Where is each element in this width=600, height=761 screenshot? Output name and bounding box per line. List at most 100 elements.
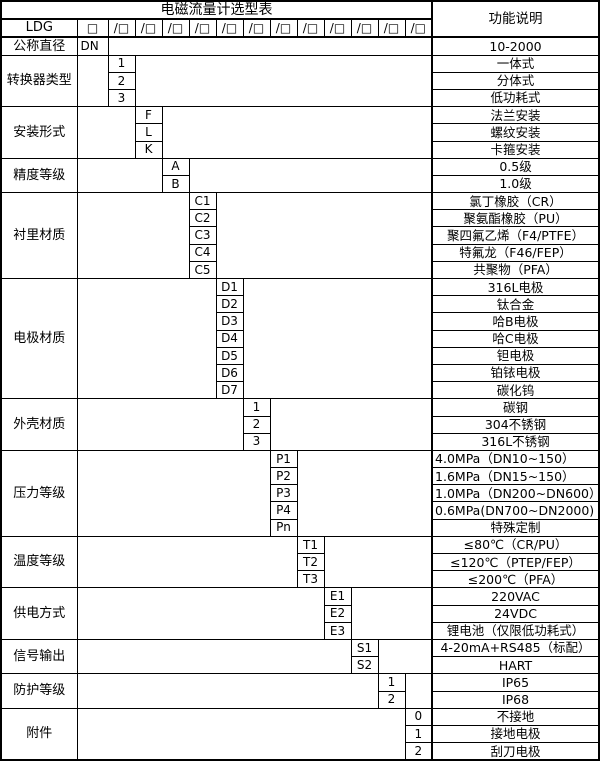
code-D4: D4 [215, 329, 244, 348]
row-temperature-T1: 温度等级 T1 ≤80℃（CR/PU） [0, 535, 600, 589]
desc-E1: 220VAC [431, 587, 600, 606]
row-temperature-T2: T2 ≤120℃（PTEP/FEP） [1, 552, 600, 572]
row-pressure-Pn: Pn 特殊定制 [1, 518, 600, 537]
desc-T2: ≤120℃（PTEP/FEP） [431, 552, 600, 572]
empty-cell [76, 398, 244, 451]
code-converter-3: 3 [107, 88, 136, 108]
category-label-protection-rating: 防护等级 [0, 673, 78, 709]
title-row: 电磁流量计选型表 功能说明 [0, 0, 600, 39]
empty-cell [107, 36, 433, 56]
desc-P3: 1.0MPa（DN200~DN600） [431, 484, 600, 503]
code-P1: P1 [269, 449, 298, 469]
empty-cell [161, 106, 433, 159]
desc-converter-3: 低功耗式 [431, 88, 600, 108]
code-slot-5: /□ [215, 18, 244, 39]
code-L: L [134, 123, 163, 142]
desc-D1: 316L电极 [431, 277, 600, 297]
desc-housing-1: 碳钢 [431, 398, 600, 417]
code-D2: D2 [215, 295, 244, 314]
row-electrode-D5: D5 钽电极 [1, 346, 600, 365]
desc-D5: 钽电极 [431, 346, 600, 365]
code-slot-1: /□ [107, 18, 136, 39]
desc-D2: 钛合金 [431, 295, 600, 314]
row-pressure-P3: P3 1.0MPa（DN200~DN600） [1, 484, 600, 503]
desc-E3: 锂电池（仅限低功耗式） [431, 621, 600, 640]
desc-P2: 1.6MPa（DN15~150） [431, 467, 600, 486]
empty-cell [76, 587, 325, 640]
row-lining-C3: C3 聚四氟乙烯（F4/PTFE） [1, 226, 600, 245]
category-label-signal-output: 信号输出 [0, 638, 78, 675]
desc-A: 0.5级 [431, 157, 600, 176]
empty-cell [350, 587, 433, 640]
empty-cell [76, 638, 352, 675]
code-P4: P4 [269, 501, 298, 520]
row-power-E1: 供电方式 E1 220VAC [0, 587, 600, 640]
row-pressure-P2: P2 1.6MPa（DN15~150） [1, 467, 600, 486]
desc-B: 1.0级 [431, 174, 600, 194]
row-accessory-0: 附件 0 不接地 [0, 707, 600, 761]
desc-C2: 聚氨酯橡胶（PU） [431, 209, 600, 228]
code-slot-6: /□ [242, 18, 271, 39]
desc-S2: HART [431, 656, 600, 675]
empty-cell [188, 157, 433, 194]
category-label-accuracy-class: 精度等级 [0, 157, 78, 194]
desc-K: 卡箍安装 [431, 140, 600, 159]
empty-cell [296, 449, 433, 537]
empty-cell [134, 54, 433, 108]
code-D6: D6 [215, 363, 244, 383]
code-acc-0: 0 [404, 707, 433, 726]
empty-cell [76, 449, 271, 537]
code-D3: D3 [215, 312, 244, 331]
code-C1: C1 [188, 192, 217, 211]
function-column-header: 功能说明 [431, 0, 600, 39]
row-temperature-T3: T3 ≤200℃（PFA） [1, 570, 600, 589]
empty-cell [76, 157, 163, 194]
row-converter-1: 转换器类型 1 一体式 [0, 54, 600, 108]
code-acc-1: 1 [404, 724, 433, 744]
empty-cell [76, 54, 109, 108]
category-label-lining-material: 衬里材质 [0, 192, 78, 279]
empty-cell [377, 638, 433, 675]
row-signal-S1: 信号输出 S1 4-20mA+RS485（标配） [0, 638, 600, 675]
desc-converter-1: 一体式 [431, 54, 600, 73]
row-housing-1: 外壳材质 1 碳钢 [0, 398, 600, 451]
desc-acc-0: 不接地 [431, 707, 600, 726]
category-label-housing-material: 外壳材质 [0, 398, 78, 451]
empty-cell [76, 535, 298, 589]
row-protection-1: 防护等级 1 IP65 [0, 673, 600, 709]
code-D5: D5 [215, 346, 244, 365]
row-accuracy-A: 精度等级 A 0.5级 [0, 157, 600, 194]
desc-T1: ≤80℃（CR/PU） [431, 535, 600, 555]
category-label-electrode-material: 电极材质 [0, 277, 78, 400]
code-A: A [161, 157, 190, 176]
code-T1: T1 [296, 535, 325, 555]
code-slot-12: /□ [404, 18, 433, 39]
code-converter-2: 2 [107, 71, 136, 90]
code-housing-1: 1 [242, 398, 271, 417]
code-P3: P3 [269, 484, 298, 503]
desc-converter-2: 分体式 [431, 71, 600, 90]
code-T2: T2 [296, 552, 325, 572]
code-converter-1: 1 [107, 54, 136, 73]
desc-Pn: 特殊定制 [431, 518, 600, 537]
desc-T3: ≤200℃（PFA） [431, 570, 600, 589]
code-acc-2: 2 [404, 742, 433, 761]
code-slot-7: /□ [269, 18, 298, 39]
desc-acc-1: 接地电极 [431, 724, 600, 744]
code-housing-3: 3 [242, 432, 271, 451]
desc-L: 螺纹安装 [431, 123, 600, 142]
empty-cell [76, 106, 136, 159]
code-Pn: Pn [269, 518, 298, 537]
desc-S1: 4-20mA+RS485（标配） [431, 638, 600, 658]
row-housing-2: 2 304不锈钢 [1, 415, 600, 434]
empty-cell [404, 673, 433, 709]
category-label-installation-type: 安装形式 [0, 106, 78, 159]
code-K: K [134, 140, 163, 159]
code-slot-3: /□ [161, 18, 190, 39]
desc-ip-1: IP65 [431, 673, 600, 692]
row-pressure-P1: 压力等级 P1 4.0MPa（DN10~150） [0, 449, 600, 537]
code-C2: C2 [188, 209, 217, 228]
desc-D7: 碳化钨 [431, 381, 600, 400]
code-B: B [161, 174, 190, 194]
